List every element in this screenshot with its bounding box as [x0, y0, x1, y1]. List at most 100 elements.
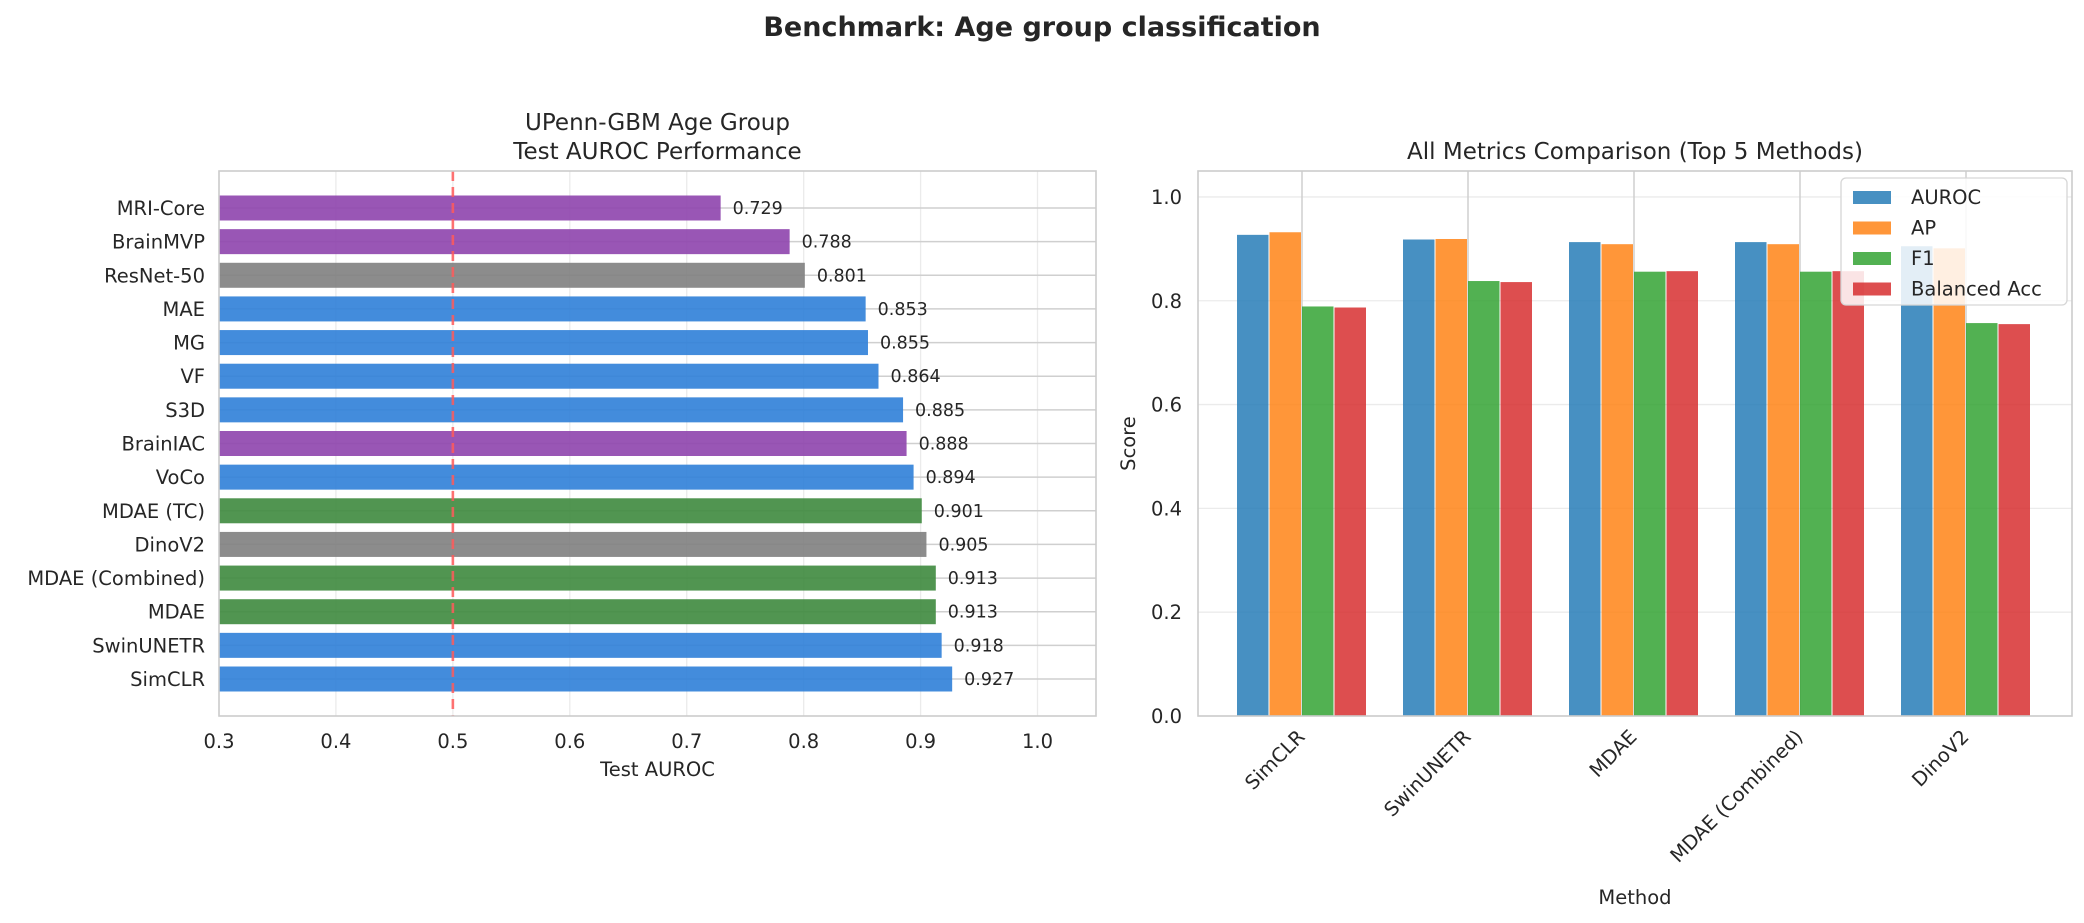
bar-value-label: 0.788	[802, 233, 852, 253]
bar-mri-core	[219, 195, 721, 221]
bar-s3d	[219, 397, 904, 423]
y-tick-label: MG	[173, 332, 205, 355]
x-tick-label: 0.9	[905, 730, 936, 753]
bar-value-label: 0.885	[915, 401, 965, 421]
legend-label-ap: AP	[1911, 217, 1936, 240]
x-tick-label: 0.3	[203, 730, 234, 753]
bar-mdae-tc	[219, 498, 922, 524]
bar-mdae-combined-ap	[1767, 244, 1799, 716]
legend-swatch-ap	[1853, 221, 1891, 235]
y-tick-label: 0.2	[1151, 601, 1182, 624]
bar-mg	[219, 330, 868, 356]
bar-mdae-combined	[219, 565, 936, 591]
y-tick-label: 0.8	[1151, 290, 1182, 313]
bar-mdae-combined-auroc	[1735, 242, 1767, 716]
bar-value-label: 0.927	[964, 670, 1014, 690]
bar-value-label: 0.853	[878, 300, 928, 320]
x-tick-label: 0.4	[320, 730, 351, 753]
bar-mdae-combined-f1	[1800, 271, 1832, 716]
y-tick-label: 0.0	[1151, 705, 1182, 728]
bar-value-label: 0.913	[948, 569, 998, 589]
bar-value-label: 0.901	[934, 502, 984, 522]
left-chart-title-line1: UPenn-GBM Age Group	[525, 110, 790, 136]
right-axes-frame	[1197, 170, 2073, 717]
y-tick-label: MDAE	[148, 601, 205, 624]
y-tick-label: VF	[180, 365, 205, 388]
y-tick-label: 1.0	[1151, 186, 1182, 209]
bar-voco	[219, 464, 914, 490]
right-x-axis-label: Method	[1598, 886, 1671, 909]
bar-value-label: 0.864	[891, 367, 941, 387]
y-tick-label: MDAE (Combined)	[27, 567, 205, 590]
bar-dinov2-auroc	[1901, 246, 1933, 716]
legend-label-auroc: AUROC	[1911, 186, 1981, 209]
bar-mdae-balanced-acc	[1666, 271, 1698, 716]
x-tick-label: SwinUNETR	[1380, 725, 1476, 821]
y-tick-label: DinoV2	[135, 533, 205, 556]
x-tick-label: MDAE	[1585, 725, 1642, 782]
bar-swinunetr-balanced-acc	[1500, 282, 1532, 716]
y-tick-label: BrainIAC	[122, 433, 205, 456]
bar-mae	[219, 296, 866, 322]
y-tick-label: MDAE (TC)	[102, 500, 205, 523]
bar-dinov2-f1	[1966, 323, 1998, 716]
right-chart-title: All Metrics Comparison (Top 5 Methods)	[1407, 139, 1863, 165]
x-tick-label: 0.8	[788, 730, 819, 753]
y-tick-label: ResNet-50	[104, 264, 205, 287]
bar-value-label: 0.729	[733, 199, 783, 219]
bar-simclr	[219, 666, 953, 692]
bar-swinunetr-ap	[1435, 238, 1467, 716]
legend-swatch-auroc	[1853, 191, 1891, 204]
y-tick-label: MRI-Core	[117, 197, 205, 220]
bar-resnet-50	[219, 262, 805, 288]
x-tick-label: 0.6	[554, 730, 585, 753]
bar-mdae	[219, 599, 936, 625]
legend-label-balanced-acc: Balanced Acc	[1911, 278, 2042, 301]
legend-label-f1: F1	[1911, 247, 1935, 270]
bar-value-label: 0.918	[954, 636, 1004, 656]
y-tick-label: VoCo	[156, 466, 205, 489]
bar-swinunetr-auroc	[1403, 239, 1435, 716]
left-x-axis-label: Test AUROC	[599, 758, 715, 781]
bar-dinov2	[219, 531, 927, 557]
legend-box	[1840, 177, 2068, 306]
legend: AUROC AP F1 Balanced Acc	[1840, 177, 2068, 306]
bar-mdae-auroc	[1569, 242, 1601, 716]
right-chart-metrics-comparison: SimCLR SwinUNETR MDAE MDAE (Combined) DinoV2…	[1117, 139, 2073, 909]
bar-simclr-balanced-acc	[1334, 307, 1366, 716]
y-tick-label: SwinUNETR	[92, 634, 205, 657]
figure-suptitle: Benchmark: Age group classification	[763, 12, 1320, 43]
x-tick-label: SimCLR	[1240, 725, 1309, 794]
x-tick-label: DinoV2	[1907, 725, 1973, 791]
bar-value-label: 0.913	[948, 603, 998, 623]
left-axes-frame	[218, 170, 1097, 717]
x-tick-label: 0.7	[671, 730, 702, 753]
legend-swatch-balanced-acc	[1853, 282, 1891, 296]
bar-value-label: 0.855	[880, 334, 930, 354]
y-tick-label: S3D	[165, 399, 205, 422]
bar-dinov2-ap	[1933, 248, 1965, 717]
bar-brainiac	[219, 431, 907, 456]
bar-dinov2-balanced-acc	[1998, 324, 2030, 716]
x-tick-label: 1.0	[1022, 730, 1053, 753]
bar-value-label: 0.905	[938, 535, 988, 555]
left-chart-auroc-bars: 0.729 MRI-Core 0.788 BrainMVP 0.801 ResNet-50…	[27, 110, 1097, 781]
right-y-axis-label: Score	[1117, 416, 1140, 471]
bar-brainmvp	[219, 229, 790, 255]
y-tick-label: SimCLR	[130, 668, 205, 691]
x-tick-label: 0.5	[437, 730, 468, 753]
y-tick-label: BrainMVP	[112, 231, 205, 254]
y-tick-label: 0.6	[1151, 394, 1182, 417]
bar-swinunetr-f1	[1468, 281, 1500, 716]
bar-mdae-f1	[1634, 271, 1666, 716]
bar-simclr-auroc	[1237, 234, 1269, 717]
bar-swinunetr	[219, 632, 942, 658]
bar-simclr-f1	[1302, 306, 1334, 716]
bar-simclr-ap	[1269, 232, 1301, 716]
left-chart-title-line2: Test AUROC Performance	[512, 139, 801, 165]
bar-mdae-combined-balanced-acc	[1832, 271, 1864, 716]
bar-value-label: 0.894	[926, 468, 976, 488]
x-tick-label: MDAE (Combined)	[1666, 725, 1808, 867]
legend-swatch-f1	[1853, 252, 1891, 265]
y-tick-label: MAE	[163, 298, 206, 321]
